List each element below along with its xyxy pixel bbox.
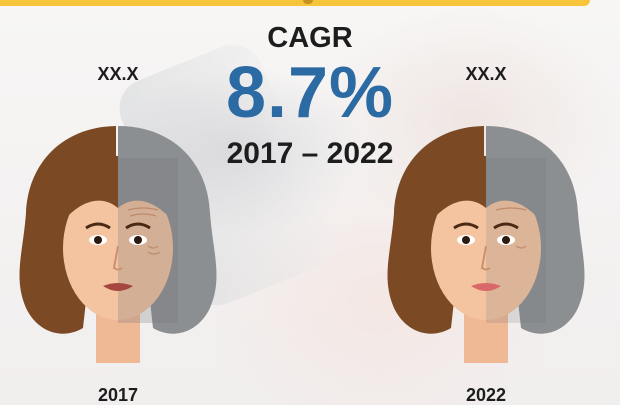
left-aging-face-illustration	[19, 126, 217, 363]
right-market-value: XX.X	[465, 64, 507, 84]
aged-overlay	[486, 158, 546, 323]
right-year-label: 2022	[465, 385, 507, 405]
left-year-label: 2017	[97, 385, 139, 405]
cagr-value: 8.7%	[225, 53, 395, 133]
left-market-value: XX.X	[97, 64, 139, 84]
lips	[103, 283, 133, 291]
forecast-period: 2017 – 2022	[226, 137, 394, 170]
bangs-grey	[118, 155, 170, 218]
top-banner	[0, 0, 590, 6]
right-aging-face-illustration	[387, 126, 585, 363]
top-banner-marker	[303, 0, 313, 4]
lips	[471, 283, 501, 291]
aged-overlay	[118, 158, 178, 323]
bangs-brown	[66, 155, 118, 218]
bangs-grey	[486, 155, 538, 218]
bangs-brown	[434, 155, 486, 218]
cagr-title: CAGR	[267, 22, 353, 54]
